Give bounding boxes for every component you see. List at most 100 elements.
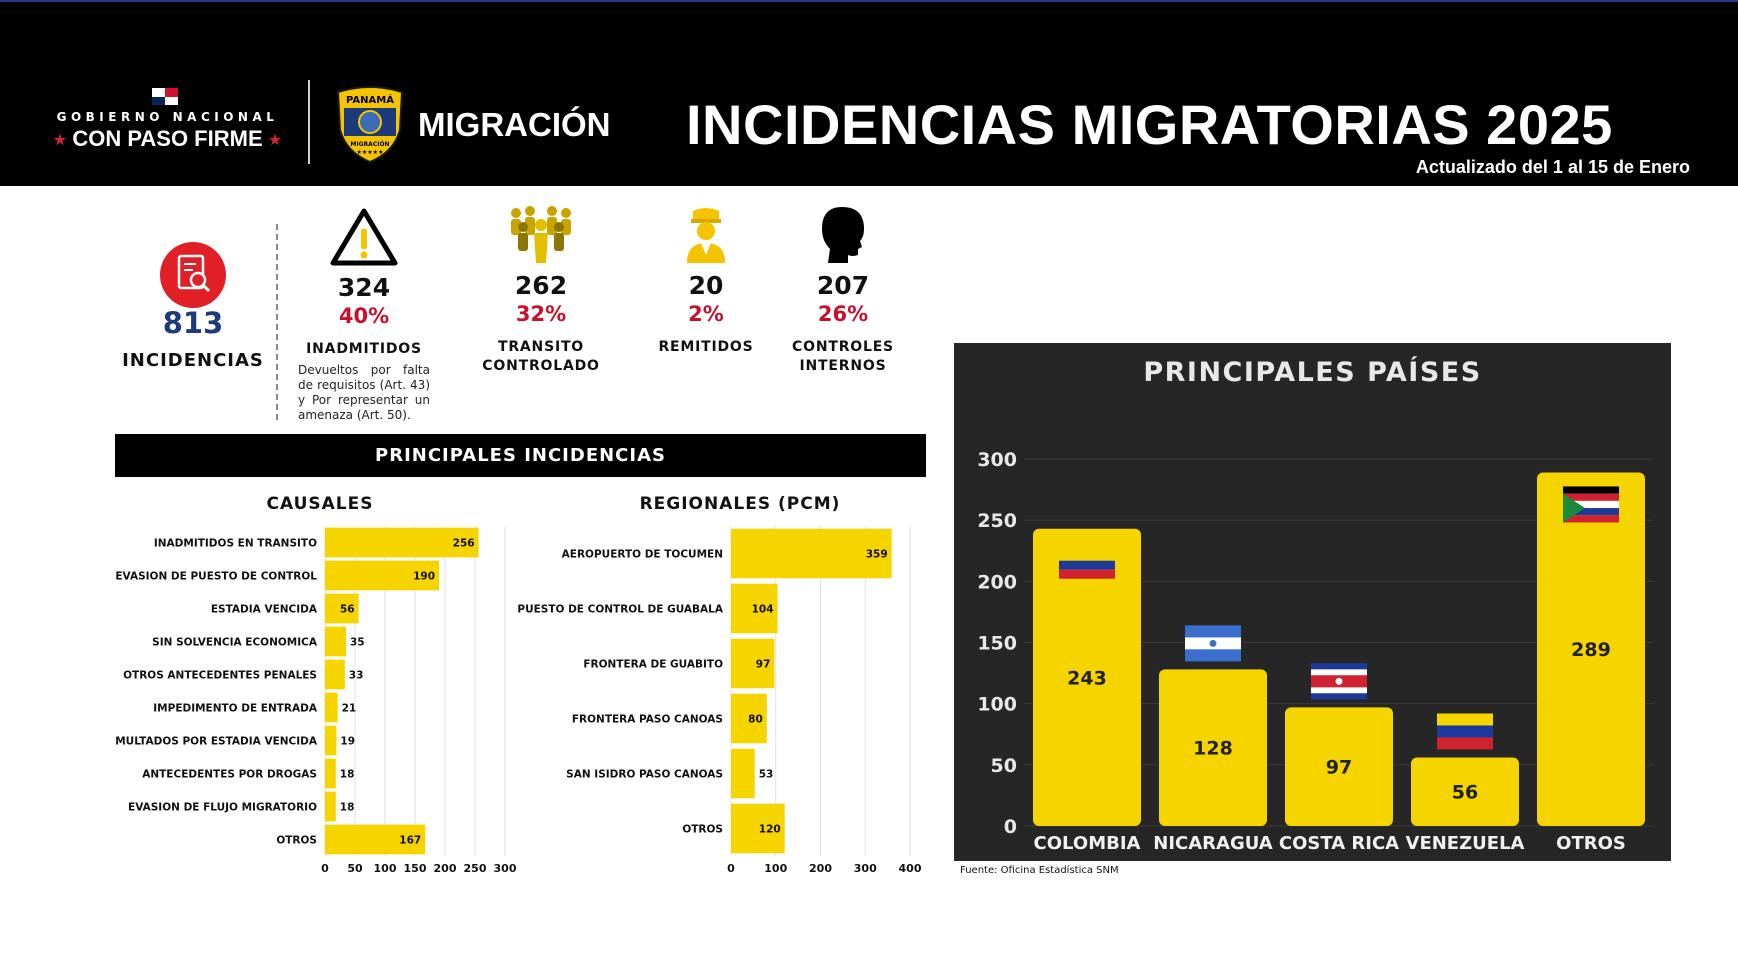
- category-label: OTROS: [1556, 833, 1626, 854]
- kpi-value: 20: [688, 271, 724, 300]
- x-tick-label: 200: [809, 862, 832, 875]
- category-label: ESTADIA VENCIDA: [211, 604, 318, 616]
- bar: [325, 626, 346, 657]
- category-label: INADMITIDOS EN TRANSITO: [154, 538, 317, 550]
- bar: [325, 758, 336, 789]
- svg-text:★★★★★: ★★★★★: [357, 149, 384, 156]
- bar: [731, 528, 892, 579]
- causales-bar-chart: 0 50 100 150 200 250 300 INADMITIDOS EN TRANSIT…: [115, 526, 517, 875]
- category-label: AEROPUERTO DE TOCUMEN: [562, 549, 723, 561]
- value-label: 19: [340, 736, 355, 748]
- y-tick-label: 100: [977, 694, 1017, 716]
- x-tick-label: 300: [494, 862, 517, 875]
- gov-slogan: CON PASO FIRME: [72, 126, 263, 151]
- head-silhouette-icon: [758, 203, 928, 265]
- bar: [731, 748, 755, 799]
- chart-title-causales: CAUSALES: [266, 494, 374, 514]
- x-tick-label: 200: [434, 862, 457, 875]
- kpi-divider: [276, 224, 278, 420]
- crowd-icon: [456, 203, 626, 265]
- regionales-bar-chart: 0 100 200 300 400 AEROPUERTO DE TOCUMEN 359 PUE…: [517, 526, 922, 875]
- kpi-percent: 2%: [688, 302, 724, 326]
- shield-text-bottom: MIGRACIÓN: [350, 141, 389, 148]
- shield-text-top: PANAMÁ: [346, 93, 394, 106]
- kpi-percent: 26%: [817, 302, 869, 326]
- category-label: OTROS: [682, 824, 723, 836]
- bar: [325, 560, 439, 591]
- officer-icon: [621, 203, 791, 265]
- value-label: 18: [340, 769, 355, 781]
- value-label: 359: [866, 549, 888, 561]
- category-label: OTROS: [276, 835, 317, 847]
- bar: [325, 791, 336, 822]
- kpi-value: 324: [337, 273, 391, 302]
- document-search-icon: [160, 242, 226, 308]
- multi-flag-icon: [1563, 486, 1619, 523]
- kpi-label: REMITIDOS: [658, 339, 754, 355]
- panama-flag-icon: [152, 88, 178, 105]
- value-label: 97: [756, 659, 771, 671]
- value-label: 104: [752, 604, 774, 616]
- y-tick-label: 200: [977, 571, 1017, 593]
- x-tick-label: 250: [464, 862, 487, 875]
- value-label: 128: [1193, 738, 1233, 760]
- brand-name: MIGRACIÓN: [418, 106, 611, 143]
- total-incidences-value: 813: [162, 306, 224, 340]
- value-label: 289: [1571, 639, 1611, 661]
- kpi-transito: 262 32% TRANSITO CONTROLADO: [456, 203, 626, 376]
- bar: [325, 527, 479, 558]
- category-label: PUESTO DE CONTROL DE GUABALA: [517, 604, 723, 616]
- colombia-flag-icon: [1059, 542, 1115, 579]
- value-label: 53: [759, 769, 774, 781]
- bar: [731, 583, 778, 634]
- category-label: EVASION DE PUESTO DE CONTROL: [115, 571, 317, 583]
- x-tick-label: 400: [899, 862, 922, 875]
- warning-icon: [279, 205, 449, 267]
- bar: [1537, 472, 1645, 826]
- y-tick-label: 50: [991, 755, 1017, 777]
- kpi-label: CONTROLES INTERNOS: [792, 339, 894, 374]
- chart-title-regionales: REGIONALES (PCM): [639, 494, 841, 514]
- section-title-bar: PRINCIPALES INCIDENCIAS: [115, 434, 926, 477]
- category-label: OTROS ANTECEDENTES PENALES: [123, 670, 317, 682]
- category-label: COSTA RICA: [1279, 833, 1399, 854]
- nicaragua-flag-icon: [1185, 625, 1241, 662]
- value-label: 35: [350, 637, 365, 649]
- panel-title: PRINCIPALES PAÍSES: [1143, 357, 1482, 388]
- category-label: VENEZUELA: [1406, 833, 1525, 854]
- countries-panel: PRINCIPALES PAÍSES 0 50 100 150 200 250 300 243…: [954, 343, 1671, 861]
- value-label: 18: [340, 802, 355, 814]
- x-tick-label: 100: [374, 862, 397, 875]
- bar: [731, 638, 775, 689]
- bar: [1159, 669, 1267, 826]
- category-label: FRONTERA PASO CANOAS: [572, 714, 723, 726]
- venezuela-flag-icon: [1437, 713, 1493, 750]
- x-tick-label: 100: [764, 862, 787, 875]
- value-label: 80: [748, 714, 763, 726]
- source-note: Fuente: Oficina Estadística SNM: [960, 865, 1119, 876]
- bar: [325, 659, 345, 690]
- kpi-description: Devueltos por falta de requisitos (Art. …: [298, 363, 430, 422]
- kpi-label: INADMITIDOS: [306, 341, 422, 357]
- kpi-remitidos: 20 2% REMITIDOS: [621, 203, 791, 357]
- total-incidences-label: INCIDENCIAS: [122, 350, 264, 371]
- value-label: 56: [1452, 782, 1478, 804]
- value-label: 97: [1326, 757, 1352, 779]
- header-divider: [308, 80, 310, 164]
- x-tick-label: 0: [321, 862, 329, 875]
- value-label: 21: [342, 703, 357, 715]
- kpi-inadmitidos: 324 40% INADMITIDOS Devueltos por falta …: [279, 205, 449, 423]
- category-label: FRONTERA DE GUABITO: [583, 659, 723, 671]
- bar: [325, 593, 359, 624]
- value-label: 190: [413, 571, 435, 583]
- x-tick-label: 150: [404, 862, 427, 875]
- y-tick-label: 0: [1004, 816, 1017, 838]
- gov-top-text: GOBIERNO NACIONAL: [56, 110, 279, 124]
- category-label: ANTECEDENTES POR DROGAS: [142, 769, 317, 781]
- x-tick-label: 300: [854, 862, 877, 875]
- value-label: 56: [340, 604, 355, 616]
- y-tick-label: 250: [977, 510, 1017, 532]
- category-label: SAN ISIDRO PASO CANOAS: [566, 769, 723, 781]
- gov-main-text: ★ CON PASO FIRME ★: [53, 126, 282, 151]
- header-bar: GOBIERNO NACIONAL ★ CON PASO FIRME ★ PAN…: [0, 0, 1738, 186]
